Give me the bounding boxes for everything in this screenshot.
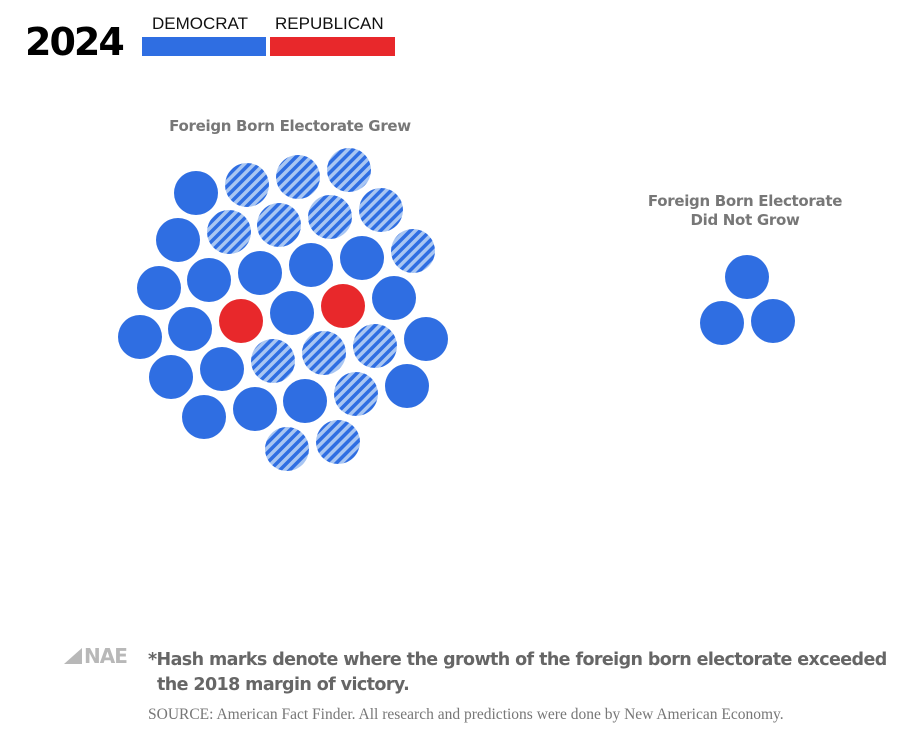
dot-grew-democrat-hatched — [257, 203, 301, 247]
dot-grew-democrat — [149, 355, 193, 399]
dot-grew-democrat-hatched — [308, 195, 352, 239]
dot-grew-democrat — [289, 243, 333, 287]
dot-grew-democrat-hatched — [391, 229, 435, 273]
dot-grew-democrat-hatched — [334, 372, 378, 416]
dot-grew-democrat-hatched — [302, 331, 346, 375]
dot-grew-democrat-hatched — [359, 188, 403, 232]
dot-not-grew-democrat — [725, 255, 769, 299]
year-title: 2024 — [25, 20, 125, 64]
dot-grew-democrat — [233, 387, 277, 431]
dot-grew-democrat — [372, 276, 416, 320]
dot-grew-democrat — [137, 266, 181, 310]
footnote: *Hash marks denote where the growth of t… — [148, 648, 898, 698]
nae-logo: NAE — [64, 644, 128, 668]
dot-grew-democrat — [182, 395, 226, 439]
dot-grew-democrat — [187, 258, 231, 302]
dot-grew-democrat — [270, 291, 314, 335]
dot-grew-democrat-hatched — [251, 339, 295, 383]
dot-not-grew-democrat — [751, 299, 795, 343]
dot-grew-democrat — [200, 347, 244, 391]
dot-grew-democrat — [283, 379, 327, 423]
dot-grew-democrat — [118, 315, 162, 359]
dot-grew-democrat-hatched — [207, 210, 251, 254]
footnote-line-2: the 2018 margin of victory. — [157, 675, 410, 695]
dot-grew-democrat-hatched — [225, 163, 269, 207]
dot-grew-democrat — [340, 236, 384, 280]
dot-grew-democrat-hatched — [327, 148, 371, 192]
logo-triangle-icon — [64, 648, 82, 664]
dot-grew-democrat-hatched — [353, 324, 397, 368]
dot-grew-democrat — [385, 364, 429, 408]
dot-grew-democrat — [404, 317, 448, 361]
dot-grew-democrat — [174, 171, 218, 215]
legend-label-democrat: DEMOCRAT — [152, 14, 249, 33]
group-title-did-not-grow: Foreign Born Electorate Did Not Grow — [647, 192, 843, 229]
dot-not-grew-democrat — [700, 301, 744, 345]
legend-swatch-democrat — [142, 37, 266, 56]
source-note: SOURCE: American Fact Finder. All resear… — [148, 706, 784, 723]
group-title-grew: Foreign Born Electorate Grew — [169, 117, 411, 135]
footnote-line-1: *Hash marks denote where the growth of t… — [148, 650, 887, 670]
logo-text: NAE — [84, 644, 128, 668]
dot-grew-democrat-hatched — [316, 420, 360, 464]
dot-grew-democrat — [168, 307, 212, 351]
dot-grew-democrat-hatched — [265, 427, 309, 471]
legend-label-republican: REPUBLICAN — [275, 14, 384, 33]
dot-grew-democrat-hatched — [276, 155, 320, 199]
dot-grew-democrat — [156, 218, 200, 262]
dot-grew-democrat — [238, 251, 282, 295]
dot-grew-republican — [219, 299, 263, 343]
dot-grew-republican — [321, 284, 365, 328]
legend-swatch-republican — [270, 37, 395, 56]
